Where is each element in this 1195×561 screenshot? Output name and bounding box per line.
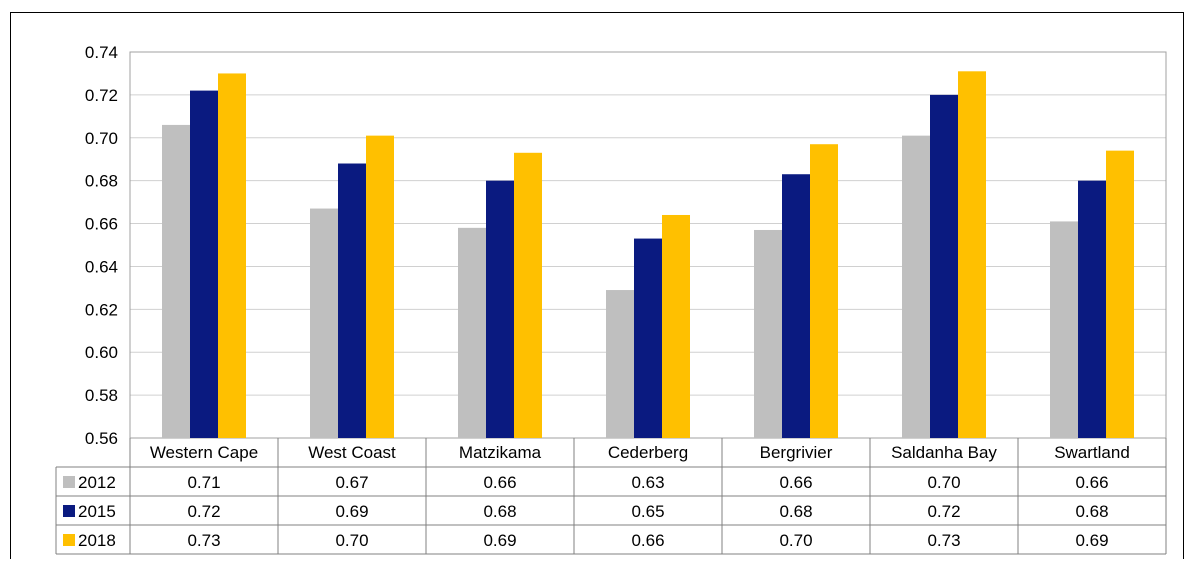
bar-2015-swartland xyxy=(1078,180,1106,438)
bar-2018-matzikama xyxy=(514,152,542,439)
bar-2018-cederberg xyxy=(662,214,690,438)
bar-2012-swartland xyxy=(1050,221,1078,438)
data-label: 0.73 xyxy=(187,531,220,550)
data-label: 0.68 xyxy=(483,502,516,521)
bar-2012-cederberg xyxy=(606,290,634,438)
category-label: Western Cape xyxy=(150,443,258,462)
bar-2018-bergrivier xyxy=(810,144,838,438)
data-label: 0.67 xyxy=(335,473,368,492)
category-label: Swartland xyxy=(1054,443,1130,462)
data-label: 0.66 xyxy=(483,473,516,492)
data-label: 0.66 xyxy=(1075,473,1108,492)
data-label: 0.71 xyxy=(187,473,220,492)
bar-2015-cederberg xyxy=(634,238,662,438)
y-tick-label: 0.62 xyxy=(85,300,118,319)
data-label: 0.69 xyxy=(483,531,516,550)
bar-2015-western-cape xyxy=(190,90,218,438)
category-label: Matzikama xyxy=(459,443,542,462)
data-label: 0.68 xyxy=(1075,502,1108,521)
data-label: 0.69 xyxy=(335,502,368,521)
y-tick-label: 0.72 xyxy=(85,86,118,105)
y-tick-label: 0.60 xyxy=(85,343,118,362)
bar-2015-bergrivier xyxy=(782,174,810,438)
y-tick-label: 0.74 xyxy=(85,43,118,62)
legend-swatch-2015 xyxy=(63,505,75,517)
data-label: 0.68 xyxy=(779,502,812,521)
bar-2015-saldanha-bay xyxy=(930,94,958,438)
bar-2018-western-cape xyxy=(218,73,246,438)
data-label: 0.63 xyxy=(631,473,664,492)
data-label: 0.72 xyxy=(187,502,220,521)
data-label: 0.69 xyxy=(1075,531,1108,550)
bar-2012-western-cape xyxy=(162,124,190,439)
category-label: Saldanha Bay xyxy=(891,443,997,462)
category-label: West Coast xyxy=(308,443,396,462)
data-label: 0.66 xyxy=(631,531,664,550)
chart-frame xyxy=(10,12,1184,559)
legend-label-2018: 2018 xyxy=(78,531,116,550)
data-label: 0.70 xyxy=(927,473,960,492)
y-tick-label: 0.70 xyxy=(85,129,118,148)
data-label: 0.70 xyxy=(779,531,812,550)
bar-2015-matzikama xyxy=(486,180,514,438)
y-tick-label: 0.66 xyxy=(85,215,118,234)
data-label: 0.72 xyxy=(927,502,960,521)
y-tick-label: 0.64 xyxy=(85,257,118,276)
legend-label-2015: 2015 xyxy=(78,502,116,521)
bar-2012-matzikama xyxy=(458,227,486,438)
data-label: 0.70 xyxy=(335,531,368,550)
bar-2012-saldanha-bay xyxy=(902,135,930,438)
legend-swatch-2018 xyxy=(63,534,75,546)
category-label: Cederberg xyxy=(608,443,688,462)
bar-2018-saldanha-bay xyxy=(958,71,986,439)
bar-2015-west-coast xyxy=(338,163,366,438)
y-tick-label: 0.58 xyxy=(85,386,118,405)
bar-2012-bergrivier xyxy=(754,229,782,438)
data-label: 0.65 xyxy=(631,502,664,521)
y-tick-label: 0.68 xyxy=(85,172,118,191)
legend-swatch-2012 xyxy=(63,476,75,488)
bar-2018-west-coast xyxy=(366,135,394,438)
bar-2012-west-coast xyxy=(310,208,338,438)
data-label: 0.66 xyxy=(779,473,812,492)
data-label: 0.73 xyxy=(927,531,960,550)
bar-2018-swartland xyxy=(1106,150,1134,438)
legend-label-2012: 2012 xyxy=(78,473,116,492)
y-tick-label: 0.56 xyxy=(85,429,118,448)
category-label: Bergrivier xyxy=(760,443,833,462)
